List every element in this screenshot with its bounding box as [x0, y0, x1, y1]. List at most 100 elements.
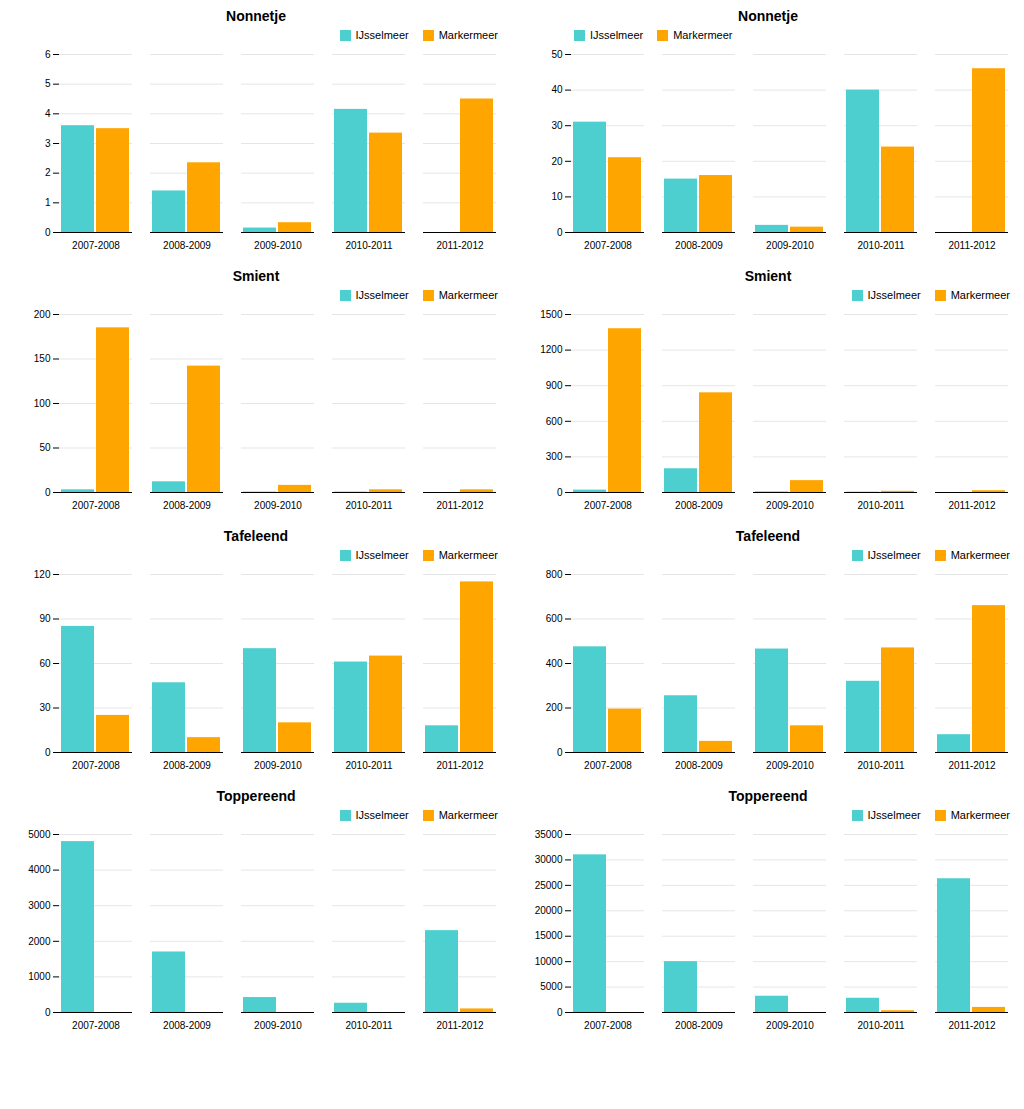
svg-text:90: 90	[39, 613, 51, 624]
svg-text:2010-2011: 2010-2011	[857, 240, 905, 251]
svg-text:2009-2010: 2009-2010	[254, 240, 302, 251]
svg-text:150: 150	[34, 353, 51, 364]
svg-text:50: 50	[551, 49, 563, 60]
svg-text:2000: 2000	[28, 936, 51, 947]
svg-text:400: 400	[546, 658, 563, 669]
svg-text:2011-2012: 2011-2012	[436, 500, 484, 511]
svg-text:3: 3	[45, 138, 51, 149]
svg-text:2007-2008: 2007-2008	[584, 760, 632, 771]
svg-text:30000: 30000	[535, 854, 563, 865]
svg-text:10000: 10000	[535, 956, 563, 967]
svg-text:2008-2009: 2008-2009	[163, 240, 211, 251]
svg-text:900: 900	[546, 380, 563, 391]
svg-text:2008-2009: 2008-2009	[675, 1020, 723, 1031]
svg-text:15000: 15000	[535, 930, 563, 941]
svg-text:0: 0	[45, 1007, 51, 1018]
svg-text:20: 20	[551, 156, 563, 167]
svg-text:2008-2009: 2008-2009	[163, 500, 211, 511]
svg-text:40: 40	[551, 84, 563, 95]
svg-text:2007-2008: 2007-2008	[584, 1020, 632, 1031]
svg-text:800: 800	[546, 569, 563, 580]
svg-text:30: 30	[39, 702, 51, 713]
svg-text:2010-2011: 2010-2011	[345, 500, 393, 511]
html-text:Toppereend: Toppereend	[728, 788, 808, 804]
svg-text:2011-2012: 2011-2012	[948, 760, 996, 771]
svg-text:2008-2009: 2008-2009	[675, 500, 723, 511]
svg-text:2009-2010: 2009-2010	[254, 1020, 302, 1031]
svg-text:200: 200	[34, 309, 51, 320]
svg-text:2007-2008: 2007-2008	[584, 500, 632, 511]
svg-text:2010-2011: 2010-2011	[345, 760, 393, 771]
svg-text:2011-2012: 2011-2012	[948, 240, 996, 251]
svg-text:200: 200	[546, 702, 563, 713]
svg-text:25000: 25000	[535, 880, 563, 891]
svg-text:0: 0	[557, 487, 563, 498]
html-text:IJsselmeer: IJsselmeer	[355, 29, 409, 41]
svg-text:2: 2	[45, 167, 51, 178]
svg-text:2007-2008: 2007-2008	[72, 760, 120, 771]
svg-text:4000: 4000	[28, 864, 51, 875]
svg-text:5000: 5000	[28, 829, 51, 840]
svg-text:2011-2012: 2011-2012	[436, 1020, 484, 1031]
svg-text:2007-2008: 2007-2008	[72, 240, 120, 251]
svg-text:10: 10	[551, 191, 563, 202]
svg-text:300: 300	[546, 451, 563, 462]
svg-text:1200: 1200	[540, 344, 563, 355]
html-text:Tafeleend: Tafeleend	[735, 528, 801, 544]
svg-text:20000: 20000	[535, 905, 563, 916]
svg-text:50: 50	[39, 442, 51, 453]
svg-text:0: 0	[45, 487, 51, 498]
svg-text:2011-2012: 2011-2012	[436, 760, 484, 771]
svg-text:2009-2010: 2009-2010	[766, 1020, 814, 1031]
svg-text:0: 0	[45, 747, 51, 758]
svg-text:2007-2008: 2007-2008	[72, 1020, 120, 1031]
svg-text:2009-2010: 2009-2010	[766, 500, 814, 511]
svg-text:2008-2009: 2008-2009	[163, 1020, 211, 1031]
svg-text:60: 60	[39, 658, 51, 669]
svg-text:2009-2010: 2009-2010	[254, 760, 302, 771]
svg-text:1: 1	[45, 197, 51, 208]
svg-text:600: 600	[546, 613, 563, 624]
svg-text:1500: 1500	[540, 309, 563, 320]
svg-text:2007-2008: 2007-2008	[72, 500, 120, 511]
svg-text:0: 0	[557, 1007, 563, 1018]
svg-text:35000: 35000	[535, 829, 563, 840]
html-text:Smient: Smient	[232, 268, 280, 284]
svg-text:2010-2011: 2010-2011	[345, 240, 393, 251]
svg-text:2009-2010: 2009-2010	[766, 240, 814, 251]
svg-text:1000: 1000	[28, 971, 51, 982]
svg-text:2010-2011: 2010-2011	[857, 500, 905, 511]
svg-text:5: 5	[45, 78, 51, 89]
svg-text:120: 120	[34, 569, 51, 580]
svg-text:30: 30	[551, 120, 563, 131]
svg-text:0: 0	[45, 227, 51, 238]
svg-text:5000: 5000	[540, 981, 563, 992]
svg-text:3000: 3000	[28, 900, 51, 911]
html-text:Toppereend: Toppereend	[216, 788, 296, 804]
svg-text:2009-2010: 2009-2010	[254, 500, 302, 511]
svg-text:2011-2012: 2011-2012	[436, 240, 484, 251]
svg-text:2008-2009: 2008-2009	[163, 760, 211, 771]
html-text:Markermeer: Markermeer	[438, 29, 498, 41]
svg-text:2009-2010: 2009-2010	[766, 760, 814, 771]
html-text:Tafeleend: Tafeleend	[223, 528, 289, 544]
html-text:Markermeer: Markermeer	[673, 29, 733, 41]
svg-text:2010-2011: 2010-2011	[857, 760, 905, 771]
svg-text:4: 4	[45, 108, 51, 119]
html-text:Smient: Smient	[744, 268, 792, 284]
svg-text:2008-2009: 2008-2009	[675, 760, 723, 771]
svg-text:2010-2011: 2010-2011	[857, 1020, 905, 1031]
svg-text:100: 100	[34, 398, 51, 409]
svg-text:2008-2009: 2008-2009	[675, 240, 723, 251]
svg-text:2011-2012: 2011-2012	[948, 500, 996, 511]
html-text:Nonnetje: Nonnetje	[738, 8, 798, 24]
svg-text:600: 600	[546, 416, 563, 427]
svg-text:0: 0	[557, 747, 563, 758]
svg-text:2010-2011: 2010-2011	[345, 1020, 393, 1031]
html-text:Nonnetje: Nonnetje	[226, 8, 286, 24]
svg-text:2011-2012: 2011-2012	[948, 1020, 996, 1031]
svg-text:2007-2008: 2007-2008	[584, 240, 632, 251]
svg-text:0: 0	[557, 227, 563, 238]
svg-text:6: 6	[45, 49, 51, 60]
html-text:IJsselmeer: IJsselmeer	[590, 29, 644, 41]
